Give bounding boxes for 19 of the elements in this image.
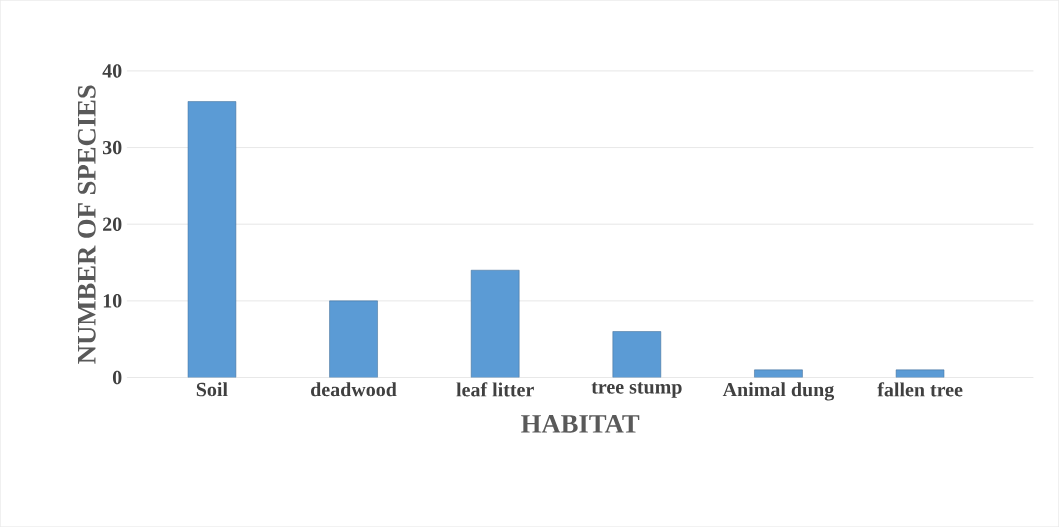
x-tick-label: Animal dung bbox=[722, 382, 835, 401]
x-tick-label: deadwood bbox=[311, 382, 397, 397]
bar bbox=[470, 269, 520, 378]
bar bbox=[612, 331, 662, 378]
bar bbox=[895, 369, 945, 378]
y-axis-title: NUMBER OF SPECIES bbox=[77, 85, 96, 364]
x-axis-title: HABITAT bbox=[521, 414, 640, 433]
y-tick-label: 30 bbox=[102, 140, 122, 155]
y-tick-label: 10 bbox=[103, 294, 122, 308]
x-tick-label: fallen tree bbox=[877, 382, 963, 397]
y-tick-label: 40 bbox=[102, 64, 122, 78]
x-tick-label: Soil bbox=[196, 382, 228, 397]
x-tick-label: leaf litter bbox=[456, 382, 534, 397]
bar bbox=[754, 369, 803, 378]
x-tick-label: tree stump bbox=[591, 382, 682, 398]
y-tick-label: 20 bbox=[103, 217, 122, 231]
bar bbox=[187, 101, 237, 378]
bar bbox=[329, 300, 378, 378]
y-tick-label: 0 bbox=[112, 370, 122, 385]
